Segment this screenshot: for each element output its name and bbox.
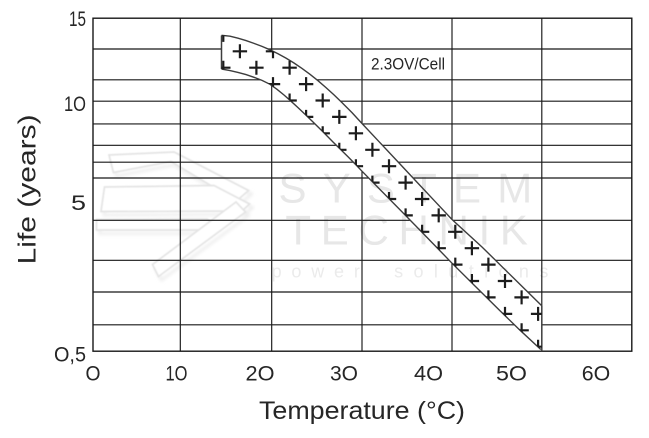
svg-text:O: O (86, 363, 101, 386)
svg-text:3O: 3O (330, 363, 358, 386)
svg-text:O,5: O,5 (54, 343, 86, 366)
svg-text:power: power (272, 262, 370, 282)
svg-text:4O: 4O (414, 363, 443, 386)
svg-text:1O: 1O (64, 93, 86, 116)
svg-text:5O: 5O (496, 363, 527, 386)
svg-text:2O: 2O (246, 363, 275, 386)
svg-text:Temperature (°C): Temperature (°C) (259, 397, 465, 425)
svg-text:TECHNIK: TECHNIK (285, 207, 537, 254)
svg-text:Life (years): Life (years) (14, 114, 42, 264)
svg-text:SYSTEM: SYSTEM (279, 165, 549, 212)
svg-text:2.3OV/Cell: 2.3OV/Cell (371, 56, 445, 74)
svg-text:6O: 6O (582, 363, 611, 386)
svg-text:solutions: solutions (394, 262, 559, 282)
svg-text:1O: 1O (166, 363, 188, 386)
svg-text:5: 5 (71, 192, 86, 215)
svg-text:15: 15 (69, 8, 86, 31)
